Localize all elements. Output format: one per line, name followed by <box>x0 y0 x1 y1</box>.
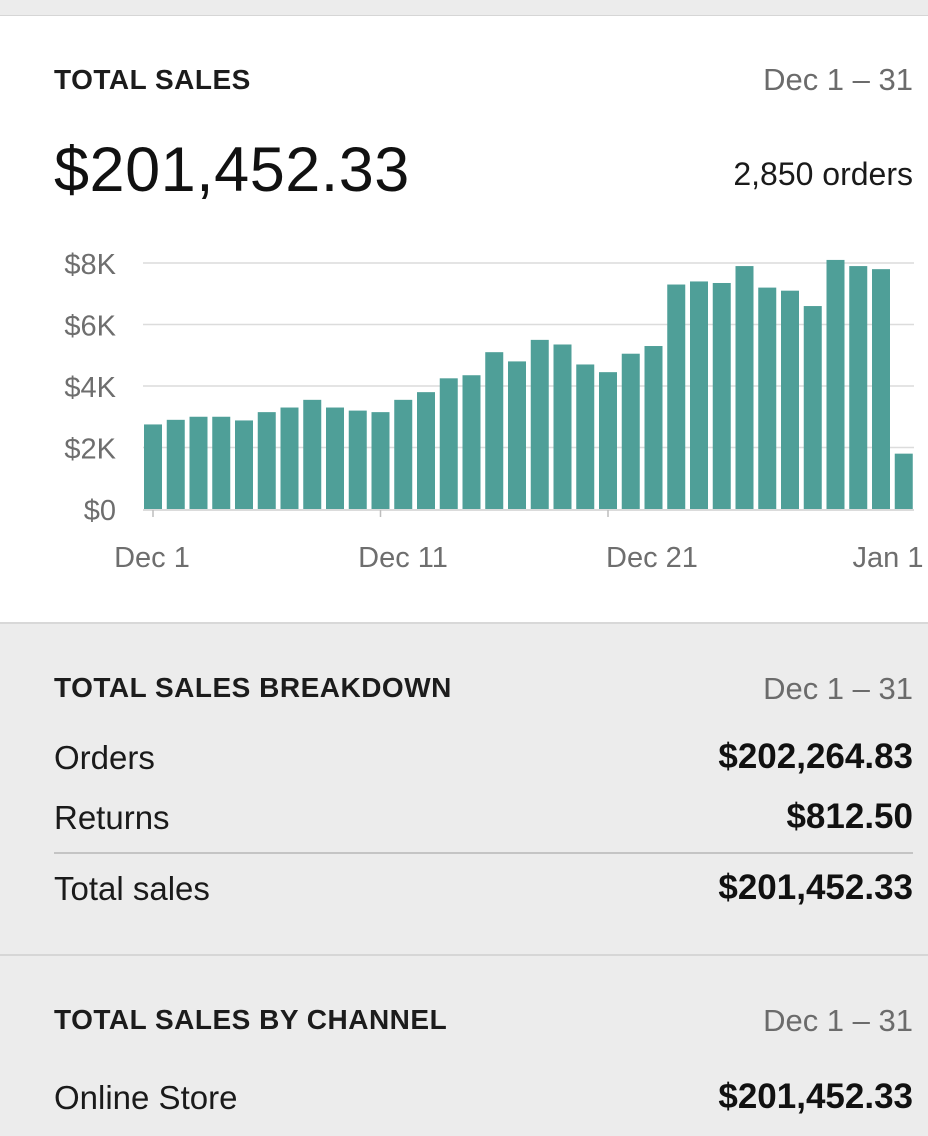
breakdown-title: TOTAL SALES BREAKDOWN <box>54 672 452 703</box>
total-sales-by-channel-card[interactable]: TOTAL SALES BY CHANNEL Dec 1 – 31 Online… <box>0 956 928 1136</box>
bar[interactable] <box>212 416 231 509</box>
x-tick-label: Dec 1 <box>114 542 190 574</box>
x-tick-label: Jan 1 <box>853 542 924 574</box>
total-sales-breakdown-card[interactable]: TOTAL SALES BREAKDOWN Dec 1 – 31 Orders … <box>0 624 928 956</box>
total-sales-card[interactable]: TOTAL SALES Dec 1 – 31 $201,452.33 2,850… <box>0 16 928 624</box>
bar[interactable] <box>189 416 208 509</box>
y-tick-label: $6K <box>64 311 116 343</box>
bar[interactable] <box>872 269 890 509</box>
bar[interactable] <box>894 453 913 509</box>
channel-date-range: Dec 1 – 31 <box>763 1003 913 1038</box>
bar[interactable] <box>348 410 367 509</box>
sales-bar-chart[interactable]: $0 $2K $4K $6K $8K Dec 1 Dec 11 Dec 21 Jan 1 <box>0 232 928 592</box>
bar[interactable] <box>280 407 299 509</box>
bar[interactable] <box>690 281 708 509</box>
total-sales-title: TOTAL SALES <box>54 64 251 95</box>
bar[interactable] <box>621 353 640 509</box>
x-tick-label: Dec 21 <box>606 542 698 574</box>
y-tick-label: $4K <box>64 372 116 404</box>
channel-online-store-label: Online Store <box>54 1079 238 1116</box>
bar[interactable] <box>553 344 572 509</box>
bar[interactable] <box>462 375 481 509</box>
bar[interactable] <box>257 412 276 509</box>
y-tick-label: $8K <box>64 249 116 281</box>
breakdown-orders-value: $202,264.83 <box>718 737 913 776</box>
breakdown-total-value: $201,452.33 <box>718 868 913 907</box>
channel-title: TOTAL SALES BY CHANNEL <box>54 1004 448 1035</box>
breakdown-date-range: Dec 1 – 31 <box>763 671 913 706</box>
bar[interactable] <box>712 282 731 509</box>
breakdown-orders-label: Orders <box>54 739 155 776</box>
bar[interactable] <box>781 290 799 509</box>
channel-online-store-value: $201,452.33 <box>718 1077 913 1116</box>
bar[interactable] <box>803 306 822 509</box>
bar[interactable] <box>849 266 868 509</box>
x-tick-label: Dec 11 <box>358 542 448 574</box>
bar[interactable] <box>326 407 344 509</box>
top-strip <box>0 0 928 16</box>
breakdown-total-label: Total sales <box>54 870 210 907</box>
breakdown-returns-label: Returns <box>54 799 170 836</box>
bar[interactable] <box>576 364 595 509</box>
bar[interactable] <box>667 284 686 509</box>
total-sales-date-range: Dec 1 – 31 <box>763 62 913 97</box>
bar[interactable] <box>508 361 526 509</box>
breakdown-divider <box>54 852 913 854</box>
y-tick-label: $0 <box>84 495 116 527</box>
bar[interactable] <box>530 339 549 509</box>
bar[interactable] <box>485 352 504 509</box>
total-sales-amount: $201,452.33 <box>54 135 410 205</box>
bar[interactable] <box>826 259 845 509</box>
bar[interactable] <box>235 420 253 509</box>
bar[interactable] <box>144 424 162 509</box>
bar[interactable] <box>599 372 617 509</box>
bar[interactable] <box>394 399 413 509</box>
bar[interactable] <box>735 266 754 509</box>
bar[interactable] <box>644 346 663 509</box>
bar[interactable] <box>439 378 458 509</box>
bar[interactable] <box>371 412 390 509</box>
orders-count: 2,850 orders <box>733 156 913 192</box>
bar[interactable] <box>166 419 185 509</box>
bar[interactable] <box>417 392 435 509</box>
bar[interactable] <box>758 287 777 509</box>
bar[interactable] <box>303 399 322 509</box>
y-tick-label: $2K <box>64 434 116 466</box>
breakdown-returns-value: $812.50 <box>786 797 913 836</box>
